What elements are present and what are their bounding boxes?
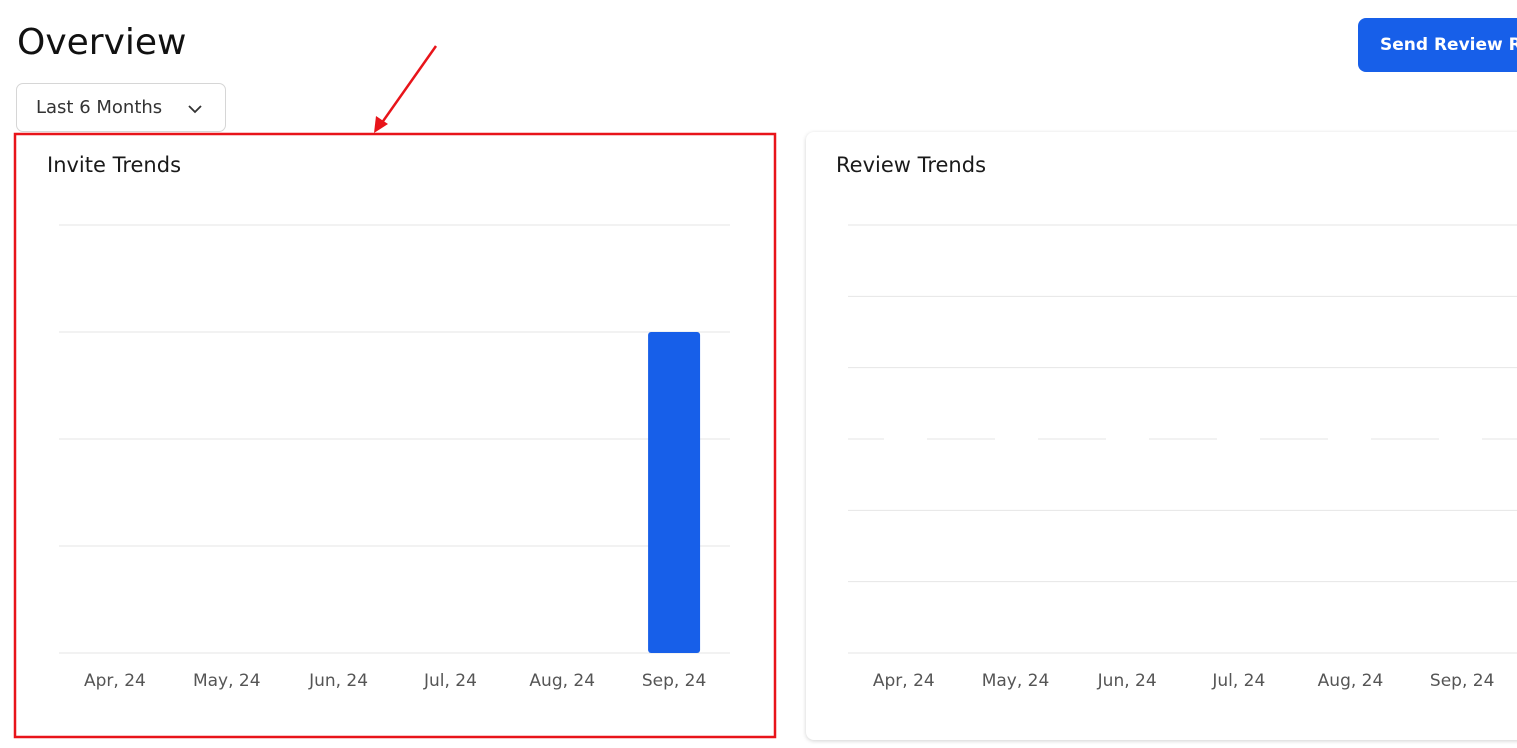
chart-title: Invite Trends	[47, 153, 181, 177]
bar	[648, 332, 701, 653]
x-tick-label: Sep, 24	[1430, 671, 1494, 691]
x-tick-label: Aug, 24	[1318, 671, 1384, 691]
x-tick-label: May, 24	[982, 671, 1050, 691]
x-tick-label: Aug, 24	[529, 671, 595, 691]
x-tick-label: Jul, 24	[423, 671, 477, 691]
arrow-head	[374, 116, 388, 133]
x-tick-label: Jun, 24	[308, 671, 368, 691]
send-review-button[interactable]: Send Review Requests	[1358, 18, 1517, 72]
arrow-line	[379, 45, 438, 125]
x-tick-label: Jul, 24	[1211, 671, 1265, 691]
dropdown-label: Last 6 Months	[36, 97, 163, 118]
chart-title: Review Trends	[836, 153, 986, 177]
highlight-box	[13, 132, 777, 739]
x-tick-label: Sep, 24	[642, 671, 706, 691]
x-tick-label: Jun, 24	[1097, 671, 1157, 691]
x-tick-label: Apr, 24	[873, 671, 935, 691]
page-title: Overview	[17, 22, 187, 63]
chevron-icon	[188, 105, 202, 114]
x-tick-label: Apr, 24	[84, 671, 146, 691]
period-dropdown[interactable]: Last 6 Months	[16, 83, 226, 132]
x-tick-label: May, 24	[193, 671, 261, 691]
